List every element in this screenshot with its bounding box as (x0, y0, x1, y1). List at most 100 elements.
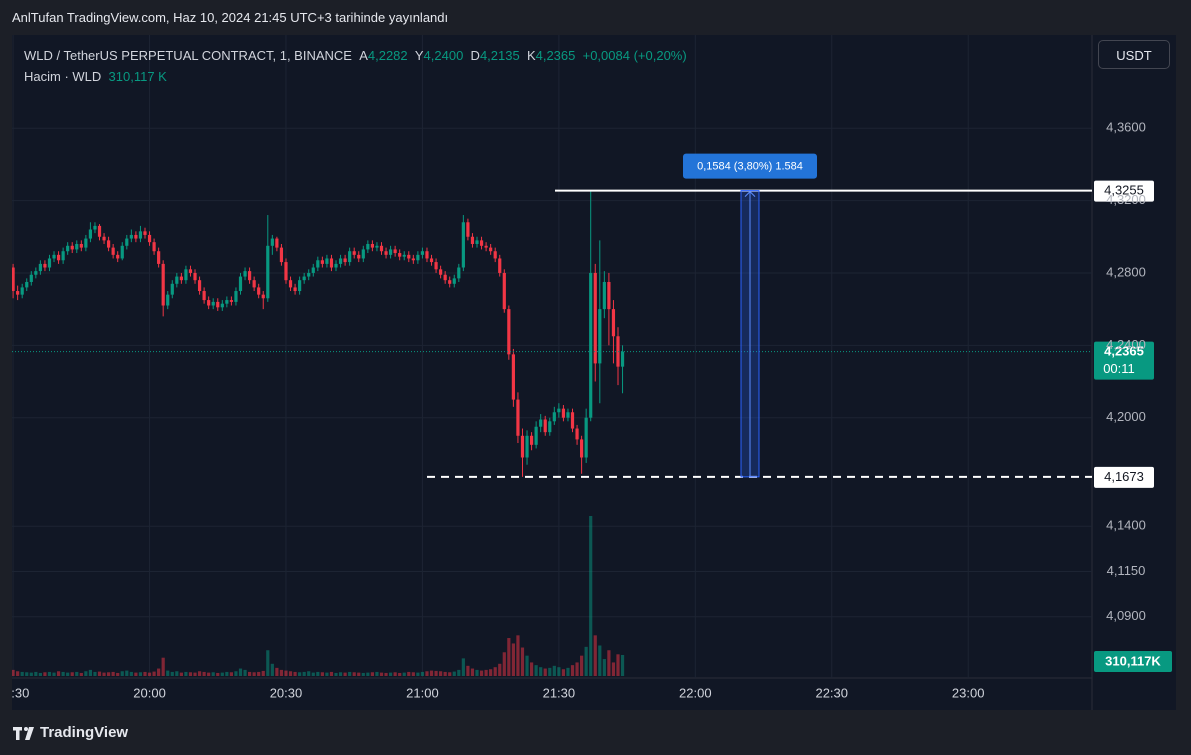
y-tick-label: 4,3600 (1106, 120, 1146, 135)
y-tick-label: 4,2400 (1106, 337, 1146, 352)
candle-body (584, 417, 588, 458)
x-tick-label: 20:30 (270, 685, 303, 700)
candle-body (511, 354, 515, 400)
candle-body (329, 258, 334, 268)
volume-bar (416, 672, 420, 676)
volume-bar (184, 671, 188, 676)
candle-body (443, 274, 447, 281)
volume-bar (175, 671, 179, 676)
candle-body (411, 258, 415, 261)
volume-bar (279, 669, 284, 676)
candle-body (111, 247, 115, 255)
candle-body (125, 238, 129, 246)
candle-body (616, 336, 620, 367)
candle-body (238, 276, 243, 292)
candle-body (520, 435, 525, 458)
volume-bar (325, 672, 329, 676)
candle-body (316, 260, 320, 268)
volume-bar (411, 672, 415, 676)
candle-body (566, 412, 570, 418)
volume-bar (43, 672, 47, 676)
level-label: 4,1673 (1104, 469, 1144, 484)
measure-label-box (683, 153, 817, 179)
volume-bar (197, 671, 202, 676)
candle-body (607, 281, 611, 310)
volume-bar (379, 672, 384, 676)
volume-bar (348, 671, 352, 676)
candle-body (611, 309, 616, 337)
volume-bar (461, 658, 465, 676)
volume-bar (38, 672, 42, 676)
volume-bar (257, 671, 261, 676)
candle-body (175, 276, 179, 284)
volume-bar (170, 671, 174, 676)
candle-body (475, 240, 479, 244)
volume-bar (575, 662, 579, 676)
volume-bar (220, 672, 224, 676)
volume-bar (116, 672, 120, 676)
candle-body (202, 291, 206, 301)
volume-bar (352, 672, 356, 676)
volume-bar (207, 672, 211, 676)
volume-bar (252, 672, 256, 676)
candle-body (216, 301, 220, 308)
candle-body (188, 269, 193, 273)
volume-bar (443, 671, 447, 676)
volume-bar (134, 672, 138, 676)
candle-body (38, 263, 42, 272)
volume-value: 310,117 K (108, 69, 167, 84)
volume-bar (16, 671, 20, 676)
chart-pane (12, 35, 1176, 710)
volume-bar (238, 668, 243, 676)
candle-body (416, 254, 420, 261)
candle-body (29, 274, 33, 282)
candle-body (598, 309, 602, 364)
volume-bar (493, 667, 497, 676)
level-label: 4,3255 (1104, 183, 1144, 198)
volume-bar (225, 671, 229, 676)
volume-bar (511, 643, 515, 676)
volume-bar (202, 671, 206, 676)
y-tick-label: 4,0900 (1106, 608, 1146, 623)
volume-bar (539, 667, 543, 676)
candle-body (193, 272, 197, 281)
volume-bar (402, 672, 406, 676)
candle-body (366, 243, 370, 250)
y-tick-label: 4,3200 (1106, 192, 1146, 207)
candle-body (52, 254, 56, 259)
volume-bar (534, 665, 538, 676)
candle-body (261, 294, 265, 299)
volume-bar (334, 672, 338, 676)
volume-bar (407, 671, 411, 676)
volume-bar (434, 670, 438, 676)
candle-body (375, 245, 379, 248)
volume-bar (607, 650, 611, 676)
candle-body (66, 245, 70, 252)
volume-bar (466, 665, 470, 676)
candle-body (120, 245, 124, 259)
volume-bar (138, 672, 143, 676)
volume-bar (111, 671, 115, 676)
ohlc-value: 4,2282 (367, 48, 408, 63)
currency-button[interactable]: USDT (1098, 40, 1170, 69)
candle-body (575, 428, 579, 440)
volume-bar (525, 655, 529, 676)
volume-bar (261, 670, 265, 676)
change: +0,0084 (+0,20%) (582, 48, 687, 63)
candle-body (143, 231, 147, 235)
volume-bar (302, 671, 306, 676)
volume-bar (598, 645, 602, 676)
candle-body (429, 258, 434, 263)
candle-body (439, 269, 443, 275)
candle-body (97, 225, 102, 237)
candle-body (448, 280, 452, 284)
candle-body (334, 263, 338, 268)
logo-icon (13, 727, 34, 740)
y-tick-label: 4,2000 (1106, 409, 1146, 424)
volume-bar (75, 671, 79, 676)
candle-body (620, 351, 625, 367)
x-tick-label: 19:30 (0, 685, 29, 700)
volume-bar (470, 668, 475, 676)
candle-body (161, 263, 165, 306)
